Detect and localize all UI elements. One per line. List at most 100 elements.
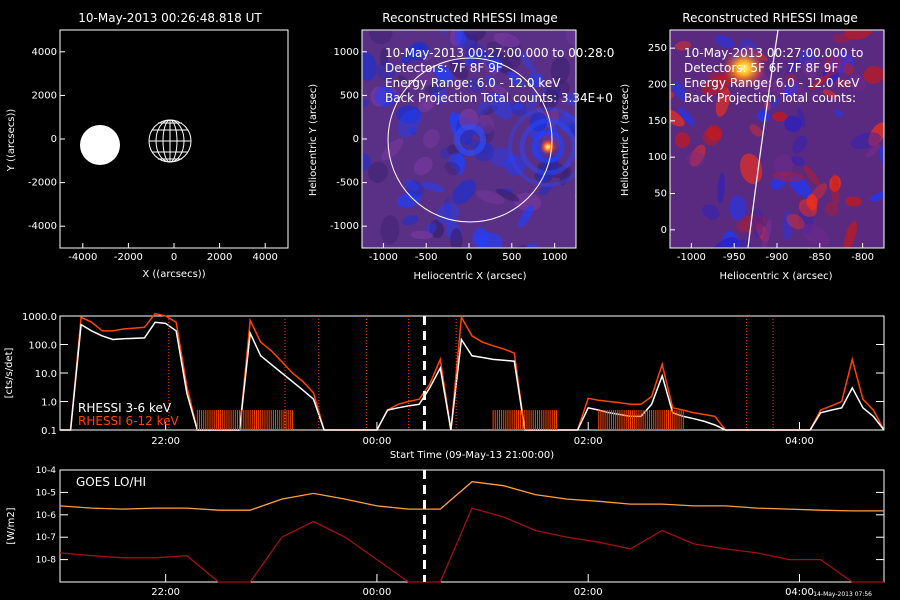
image-texture (773, 154, 794, 177)
x-tick-label: -4000 (68, 252, 97, 263)
image-texture (454, 30, 467, 45)
image-texture (425, 81, 448, 93)
goes-legend: GOES LO/HI (76, 475, 146, 489)
image-texture (513, 192, 542, 212)
image-texture (792, 135, 808, 154)
image-texture (829, 175, 841, 192)
x-tick-label: 22:00 (151, 436, 180, 447)
panel3-info-line1: 10-May-2013 00:27:00.000 to (684, 46, 863, 60)
image-texture (418, 94, 436, 113)
y-tick-label: 4000 (32, 47, 57, 58)
image-texture (670, 108, 685, 127)
image-texture (440, 147, 451, 159)
goes-ticks: 10-4 10-5 10-6 10-7 10-8 22:00 00:00 02:00 04:00 (36, 466, 884, 598)
image-texture (801, 223, 830, 246)
plot-timestamp: 14-May-2013 07:56 (813, 591, 872, 598)
y-tick-label: 2000 (32, 90, 57, 101)
panel2-title: Reconstructed RHESSI Image (382, 11, 557, 25)
image-texture (379, 48, 389, 67)
panel-rhessi-zoom: Reconstructed RHESSI Image -1000 -950 -900… (620, 11, 885, 282)
image-texture (844, 30, 874, 40)
x-tick-label: 02:00 (574, 587, 603, 598)
image-texture (831, 173, 840, 206)
image-texture (396, 105, 421, 124)
image-texture (504, 154, 526, 176)
image-texture (376, 60, 396, 81)
panel3-info-line4: Back Projection Total counts: (684, 91, 856, 105)
image-texture (426, 222, 437, 234)
image-texture (689, 144, 706, 167)
rhessi-lightcurve: 1000.0 100.0 10.0 1.0 0.1 22:00 00:00 02:00 04:0… (4, 312, 885, 461)
image-texture (538, 184, 553, 196)
x-tick-label: -850 (808, 252, 831, 263)
image-texture (480, 105, 499, 116)
image-texture (518, 205, 534, 228)
image-texture (487, 59, 504, 72)
panel2-info-line3: Energy Range: 6.0 - 12.0 keV (385, 76, 561, 90)
image-texture (797, 107, 806, 128)
y-tick-label: 1.0 (41, 398, 57, 409)
y-tick-label: 1000.0 (22, 312, 57, 323)
image-texture (822, 89, 837, 99)
panel2-xlabel: Heliocentric X (arcsec) (413, 271, 526, 282)
image-texture (410, 230, 433, 240)
image-texture (493, 32, 520, 48)
image-texture (467, 77, 485, 93)
image-texture (489, 147, 514, 168)
image-texture (422, 129, 440, 149)
image-texture (429, 219, 444, 239)
image-texture (444, 161, 461, 175)
legend-3-6kev: RHESSI 3-6 keV (78, 401, 172, 415)
panel1-xlabel: X ((arcsecs)) (142, 269, 205, 280)
image-texture (784, 80, 798, 98)
series-line (60, 321, 885, 431)
panel3-info-line2: Detectors: 5F 6F 7F 8F 9F (684, 61, 838, 75)
x-tick-label: -1000 (369, 252, 398, 263)
image-texture (393, 82, 410, 96)
image-texture (786, 80, 806, 104)
y-tick-label: 10.0 (35, 369, 57, 380)
image-texture (525, 89, 539, 116)
image-texture (729, 195, 746, 221)
image-texture (559, 167, 572, 186)
flare-source-zoom (722, 48, 766, 88)
image-texture (784, 115, 802, 133)
y-tick-label: 0.1 (41, 426, 57, 437)
image-texture (865, 144, 880, 158)
image-texture (564, 92, 576, 106)
y-tick-label: 0 (353, 134, 359, 145)
image-texture (517, 49, 536, 74)
x-tick-label: -900 (766, 252, 789, 263)
image-texture (369, 30, 393, 45)
image-texture (404, 179, 418, 191)
image-texture (580, 152, 597, 169)
panel3-info-line3: Energy Range: 6.0 - 12.0 keV (684, 76, 860, 90)
x-tick-label: 0 (171, 252, 177, 263)
x-tick-label: 00:00 (363, 436, 392, 447)
image-texture (550, 56, 570, 85)
image-texture (478, 232, 503, 248)
x-tick-label: 2000 (207, 252, 232, 263)
x-tick-label: 04:00 (785, 436, 814, 447)
image-texture (672, 81, 687, 101)
y-tick-label: 10-7 (36, 533, 56, 543)
image-texture (367, 161, 388, 183)
image-texture (408, 126, 417, 136)
goes-frame (59, 469, 885, 583)
image-texture (751, 208, 764, 238)
image-texture (452, 179, 477, 205)
rhessi-image-zoom (670, 30, 884, 248)
image-texture (786, 59, 800, 75)
y-tick-label: 10-4 (36, 466, 57, 476)
panel3-ylabel: Heliocentric Y (arcsec) (620, 84, 631, 196)
image-texture (717, 172, 725, 204)
image-texture (834, 78, 853, 89)
image-texture (402, 215, 419, 226)
image-texture (421, 182, 445, 193)
image-texture (450, 228, 463, 248)
lightcurve-event-markers (168, 316, 774, 430)
x-tick-label: 22:00 (151, 587, 180, 598)
flare-source (540, 139, 556, 155)
panel2-info-line4: Back Projection Total counts: 3.34E+0 (385, 91, 613, 105)
y-tick-label: 0 (51, 134, 57, 145)
